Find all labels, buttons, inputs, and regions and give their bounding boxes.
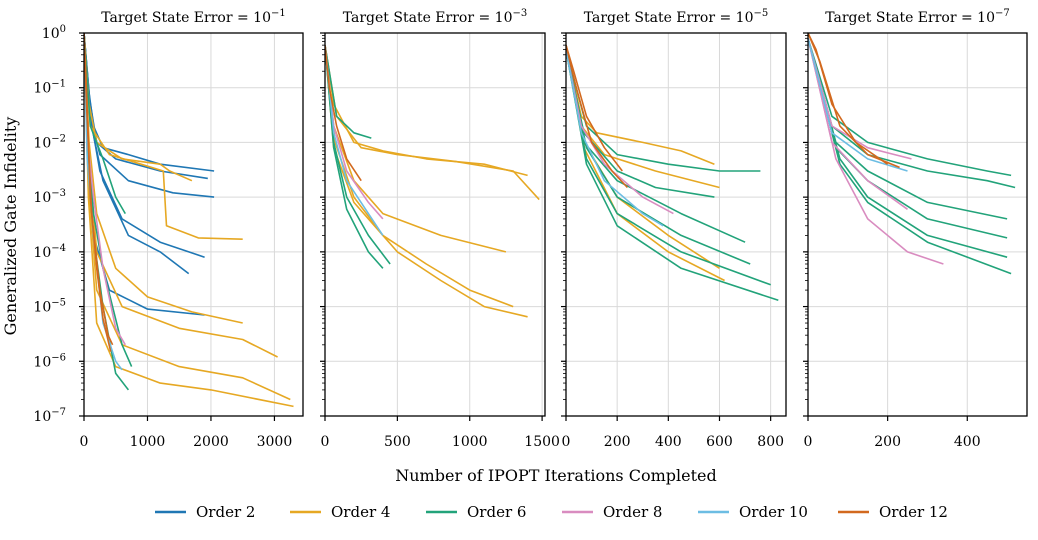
- x-tick-label: 0: [321, 434, 330, 450]
- y-tick-label: 10−2: [33, 133, 66, 151]
- series-line: [566, 44, 623, 172]
- x-axis-label: Number of IPOPT Iterations Completed: [395, 466, 717, 485]
- legend-label: Order 10: [739, 503, 808, 521]
- x-tick-label: 500: [384, 434, 411, 450]
- legend-item: Order 2: [155, 503, 255, 521]
- x-tick-label: 0: [80, 434, 89, 450]
- series-line: [325, 45, 528, 318]
- axes-frame: [324, 32, 546, 417]
- series-line: [325, 44, 540, 201]
- x-tick-label: 0: [804, 434, 813, 450]
- panel-2: 0 500 1000 1500 Target State Error = 10−3: [320, 8, 560, 450]
- series-line: [808, 38, 908, 172]
- series-line: [808, 38, 1012, 275]
- series-line: [325, 45, 514, 308]
- panel-title: Target State Error = 10−7: [825, 8, 1009, 26]
- series-line: [325, 45, 362, 182]
- series-line: [84, 33, 215, 198]
- panel-3: 0 200 400 600 800 Target State Error = 10−5: [561, 8, 787, 450]
- series-line: [325, 45, 384, 269]
- x-tick-label: 3000: [257, 434, 293, 450]
- series-line: [808, 38, 1008, 220]
- x-tick-label: 400: [655, 434, 682, 450]
- series-line: [84, 33, 294, 408]
- series-line: [566, 49, 720, 189]
- legend-item: Order 6: [426, 503, 526, 521]
- x-tick-label: 1000: [130, 434, 166, 450]
- x-tick-label: 2000: [193, 434, 229, 450]
- legend-item: Order 8: [562, 503, 662, 521]
- series-group: [325, 44, 540, 318]
- x-tick-label: 400: [954, 434, 981, 450]
- y-tick-label: 10−7: [33, 407, 66, 425]
- axes-frame: [807, 32, 1028, 417]
- series-line: [84, 33, 126, 215]
- x-tick-label: 0: [562, 434, 571, 450]
- panel-1: 100 10−1 10−2 10−3 10−4 10−5 10−6 10−7 0 1000 2000…: [33, 8, 304, 450]
- x-tick-label: 800: [757, 434, 784, 450]
- axes-frame: [83, 32, 304, 417]
- x-tick-label: 1000: [452, 434, 488, 450]
- axes-frame: [565, 32, 787, 417]
- x-tick-label: 200: [874, 434, 901, 450]
- panel-title: Target State Error = 10−3: [343, 8, 527, 26]
- series-line: [325, 45, 384, 236]
- legend-label: Order 8: [603, 503, 662, 521]
- x-tick-label: 200: [604, 434, 631, 450]
- legend-label: Order 2: [196, 503, 255, 521]
- series-line: [808, 38, 1012, 177]
- y-axis-label: Generalized Gate Infidelity: [1, 117, 20, 336]
- panel-title: Target State Error = 10−1: [101, 8, 285, 26]
- legend-label: Order 4: [331, 503, 390, 521]
- legend-item: Order 4: [290, 503, 390, 521]
- legend-item: Order 10: [698, 503, 808, 521]
- series-line: [84, 33, 215, 172]
- series-line: [566, 49, 761, 172]
- series-line: [325, 44, 528, 177]
- series-line: [84, 33, 193, 182]
- x-tick-label: 1500: [524, 434, 560, 450]
- panel-4: 0 200 400 Target State Error = 10−7: [803, 8, 1028, 450]
- series-line: [325, 44, 372, 139]
- legend-label: Order 12: [879, 503, 948, 521]
- legend-item: Order 12: [838, 503, 948, 521]
- series-line: [808, 33, 900, 169]
- series-line: [566, 49, 664, 227]
- y-tick-label: 100: [42, 24, 66, 42]
- legend-label: Order 6: [467, 503, 526, 521]
- series-group: [84, 33, 294, 408]
- y-tick-label: 10−1: [33, 79, 66, 97]
- series-line: [84, 33, 114, 346]
- series-line: [566, 44, 628, 189]
- y-tick-label: 10−6: [33, 352, 66, 370]
- panel-title: Target State Error = 10−5: [584, 8, 768, 26]
- series-group: [808, 33, 1016, 275]
- series-line: [808, 38, 944, 265]
- series-line: [84, 33, 243, 240]
- y-tick-label: 10−4: [33, 243, 66, 261]
- y-tick-label: 10−5: [33, 298, 66, 316]
- legend: Order 2 Order 4 Order 6 Order 8 Order 10 Orde…: [155, 503, 948, 521]
- series-line: [566, 49, 674, 215]
- y-tick-label: 10−3: [33, 188, 66, 206]
- x-tick-label: 600: [706, 434, 733, 450]
- series-group: [566, 44, 779, 302]
